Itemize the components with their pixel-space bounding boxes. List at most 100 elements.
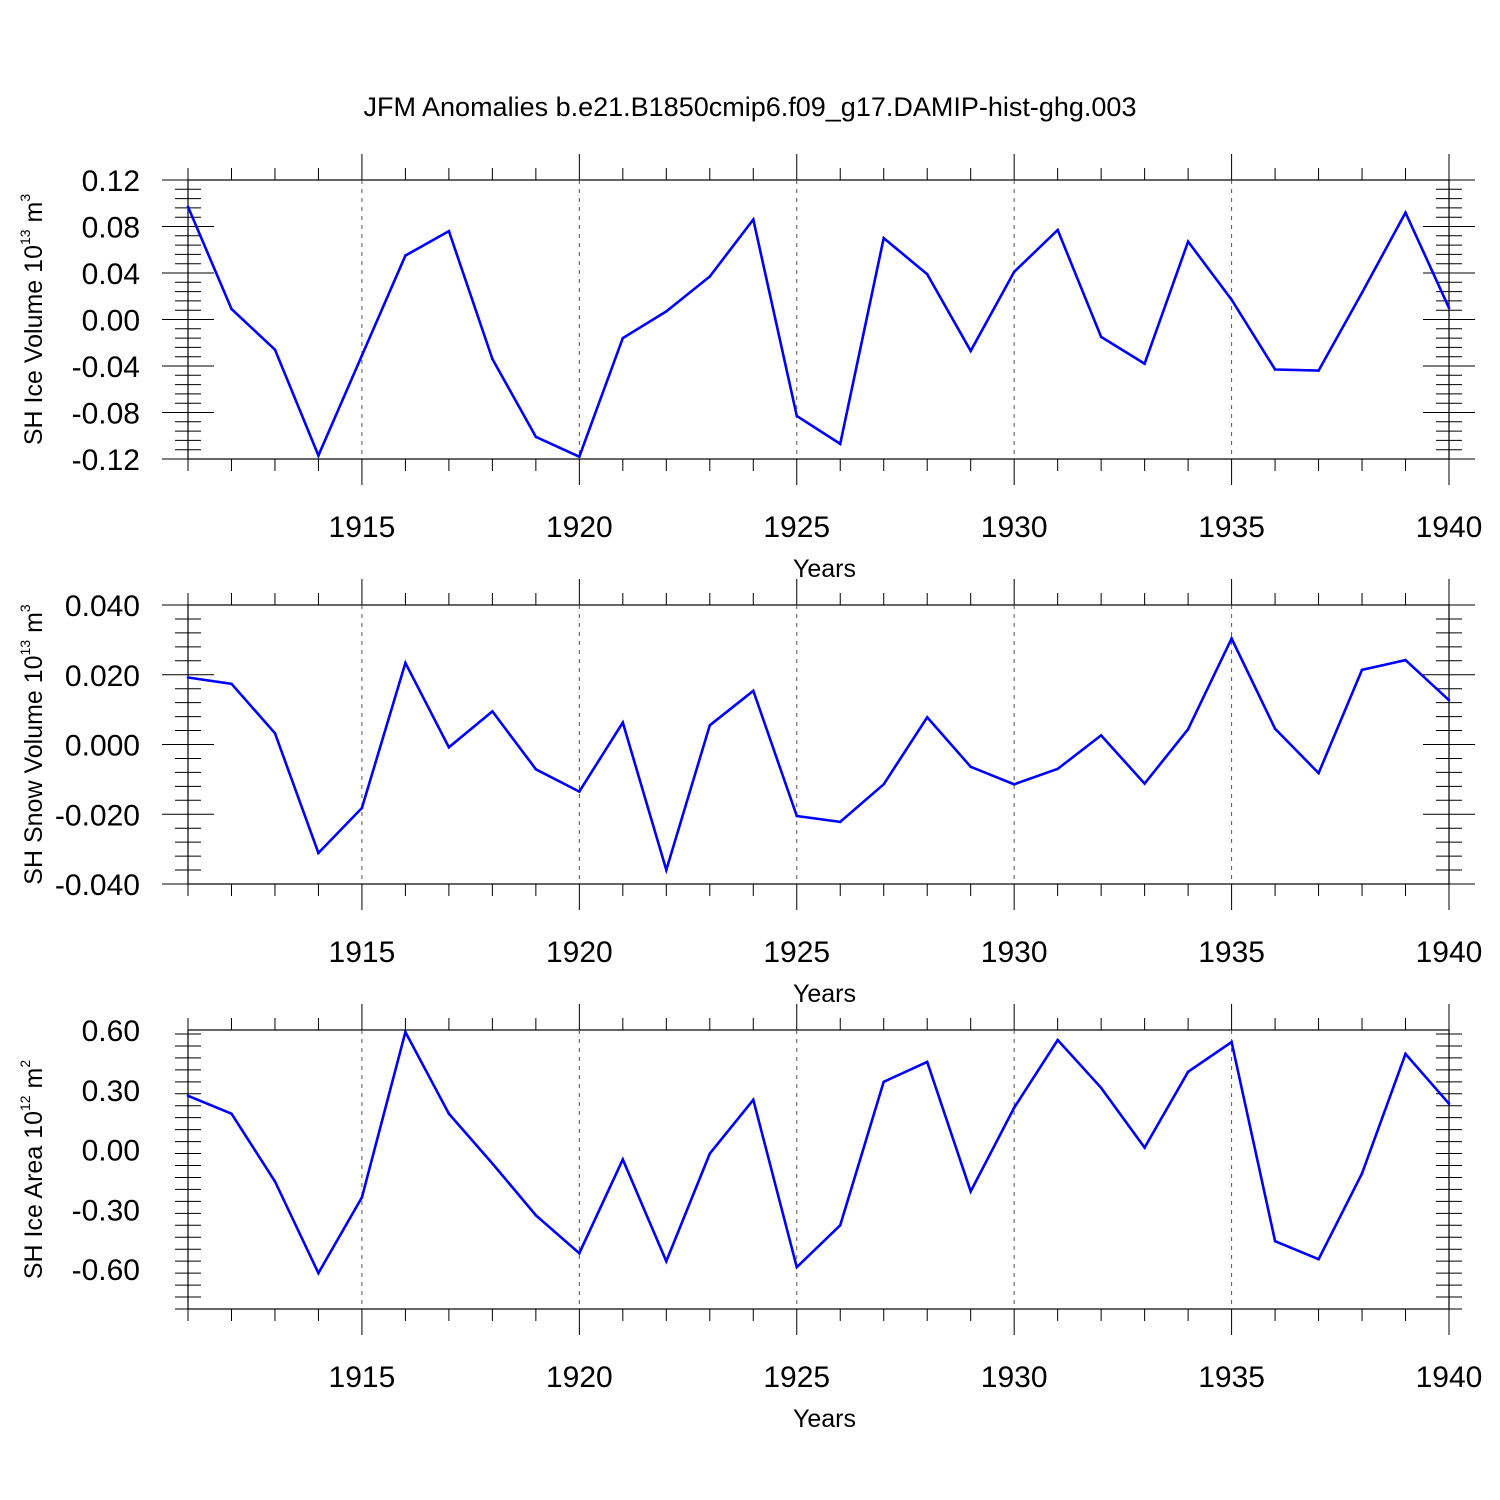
data-point	[1273, 1239, 1277, 1243]
data-point	[969, 349, 972, 353]
data-point	[1186, 1070, 1190, 1074]
data-point	[665, 310, 668, 313]
data-point	[404, 1030, 407, 1034]
data-point	[447, 1112, 451, 1115]
data-point	[1447, 1102, 1451, 1106]
y-tick-label: 0.00	[82, 305, 140, 338]
data-point	[751, 1098, 755, 1102]
y-tick-label: 0.04	[82, 258, 140, 291]
data-point	[1099, 734, 1103, 737]
x-axis-label: Years	[793, 1405, 856, 1433]
data-point	[1143, 782, 1146, 785]
data-point	[751, 689, 755, 693]
data-point	[882, 236, 886, 240]
data-point	[621, 336, 625, 340]
data-point	[186, 1094, 190, 1098]
data-point	[404, 254, 407, 257]
y-axis-label: SH Ice Area 1012 m2	[17, 1060, 48, 1280]
plot-frame	[187, 1029, 1450, 1310]
data-point	[795, 414, 799, 418]
y-tick-label: 0.12	[82, 165, 140, 198]
series-line	[187, 635, 1450, 875]
x-tick-label: 1925	[763, 511, 830, 544]
x-tick-label: 1920	[546, 1361, 613, 1394]
y-axis-label: SH Ice Volume 1013 m3	[17, 194, 48, 445]
data-point	[1056, 228, 1059, 232]
data-point	[708, 1152, 712, 1155]
y-tick-label: 0.60	[82, 1015, 140, 1048]
figure-title: JFM Anomalies b.e21.B1850cmip6.f09_g17.D…	[364, 92, 1137, 122]
y-axis-label: SH Snow Volume 1013 m3	[17, 604, 48, 885]
data-point	[1143, 362, 1146, 365]
x-tick-label: 1925	[763, 936, 830, 969]
data-point	[578, 1251, 581, 1255]
x-axis-label: Years	[793, 555, 856, 583]
data-point	[230, 1112, 233, 1115]
data-point	[925, 272, 929, 276]
y-tick-label: 0.000	[65, 730, 140, 763]
data-point	[838, 442, 842, 446]
data-point	[838, 820, 842, 824]
series-line	[187, 1028, 1450, 1276]
y-tick-label: 0.08	[82, 212, 140, 245]
data-point	[317, 1271, 320, 1275]
data-point	[925, 715, 929, 719]
data-point	[447, 229, 451, 233]
data-point	[925, 1060, 929, 1064]
data-point	[1447, 698, 1451, 702]
data-point	[1143, 1146, 1146, 1149]
y-tick-label: 0.30	[82, 1075, 140, 1108]
x-tick-label: 1935	[1198, 1361, 1265, 1394]
panels: -0.12 -0.08 -0.04 0.00 0.04 0.08 0.12 1915 1920 1…	[17, 154, 1482, 1433]
data-point	[317, 851, 320, 855]
data-point	[1404, 658, 1407, 662]
x-tick-label: 1920	[546, 936, 613, 969]
data-point	[621, 1158, 625, 1161]
data-point	[882, 1080, 886, 1084]
y-tick-label: -0.12	[72, 444, 140, 477]
data-point	[1447, 306, 1451, 310]
panel-snow-volume: -0.040 -0.020 0.000 0.020 0.040 1915 1920 1925 1…	[17, 579, 1482, 1008]
data-point	[1099, 1086, 1103, 1090]
data-point	[1230, 298, 1233, 302]
x-tick-label: 1935	[1198, 936, 1265, 969]
x-tick-label: 1935	[1198, 511, 1265, 544]
y-tick-label: 0.020	[65, 660, 140, 693]
data-point	[1056, 767, 1059, 771]
x-tick-label: 1940	[1416, 511, 1483, 544]
data-point	[317, 454, 320, 457]
data-point	[969, 1190, 972, 1193]
data-point	[838, 1224, 842, 1227]
data-point	[404, 661, 407, 665]
y-tick-label: 0.040	[65, 590, 140, 623]
y-tick-label: -0.60	[72, 1254, 140, 1287]
data-point	[882, 782, 886, 786]
y-tick-label: -0.020	[55, 799, 140, 832]
data-point	[621, 721, 625, 724]
x-tick-label: 1920	[546, 511, 613, 544]
data-point	[534, 435, 538, 439]
data-point	[1360, 668, 1364, 672]
y-tick-label: -0.04	[72, 351, 140, 384]
data-point	[708, 275, 712, 278]
data-point	[273, 1180, 277, 1183]
series-line	[186, 206, 1451, 459]
data-point	[534, 767, 538, 771]
data-point	[186, 205, 190, 209]
x-tick-label: 1915	[329, 1361, 396, 1394]
data-point	[1404, 211, 1407, 214]
x-tick-label: 1930	[981, 511, 1048, 544]
data-point	[491, 710, 494, 713]
data-point	[1012, 1106, 1016, 1110]
data-point	[1230, 637, 1233, 640]
data-point	[273, 732, 277, 735]
data-point	[1056, 1038, 1059, 1042]
data-point	[1186, 727, 1190, 731]
data-point	[1099, 335, 1103, 339]
data-point	[969, 765, 972, 769]
x-tick-label: 1940	[1416, 936, 1483, 969]
x-tick-label: 1915	[329, 511, 396, 544]
y-tick-label: -0.040	[55, 869, 140, 902]
x-tick-label: 1925	[763, 1361, 830, 1394]
